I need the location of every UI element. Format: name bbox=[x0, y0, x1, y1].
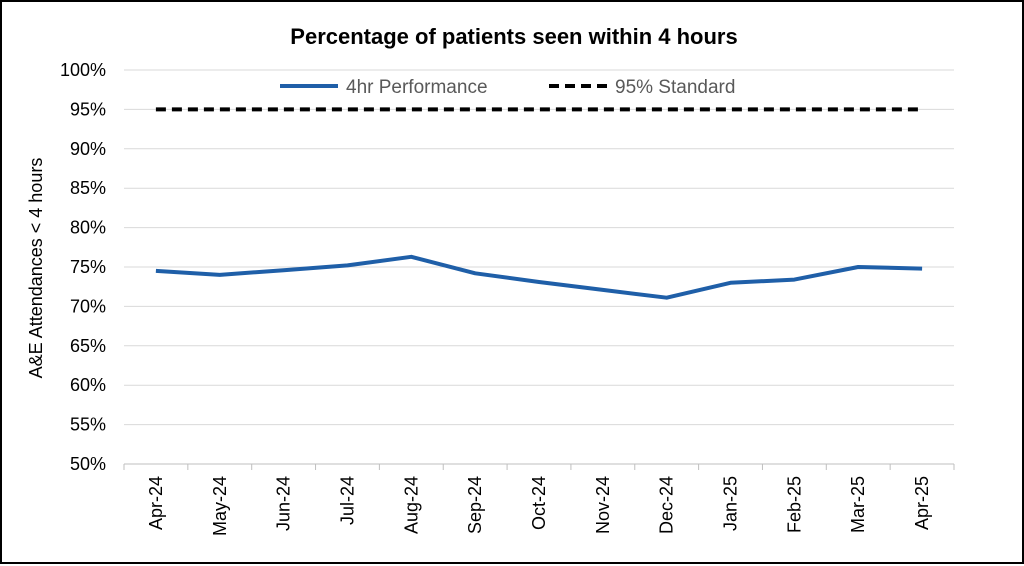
x-tick-label: Jan-25 bbox=[721, 476, 741, 531]
x-tick-label: Apr-24 bbox=[146, 476, 166, 530]
y-tick-label: 75% bbox=[70, 257, 106, 277]
x-tick-label: Feb-25 bbox=[784, 476, 804, 533]
x-tick-label: Mar-25 bbox=[848, 476, 868, 533]
x-tick-label: Jun-24 bbox=[274, 476, 294, 531]
legend-label: 95% Standard bbox=[615, 77, 735, 98]
y-axis-ticks: 50% 55% 60% 65% 70% 75% 80% 85% 90% 95% 100% bbox=[60, 60, 106, 474]
y-tick-label: 65% bbox=[70, 336, 106, 356]
y-tick-label: 95% bbox=[70, 99, 106, 119]
chart-title: Percentage of patients seen within 4 hou… bbox=[290, 24, 737, 49]
x-axis-ticks: Apr-24 May-24 Jun-24 Jul-24 Aug-24 Sep-24 Oct-… bbox=[146, 476, 932, 536]
series-lines bbox=[155, 107, 923, 300]
series-line-4hr-performance bbox=[155, 254, 923, 300]
y-tick-label: 60% bbox=[70, 375, 106, 395]
legend: 4hr Performance 95% Standard bbox=[280, 77, 735, 98]
gridlines bbox=[124, 69, 954, 426]
x-tick-label: Dec-24 bbox=[657, 476, 677, 534]
y-tick-label: 90% bbox=[70, 139, 106, 159]
legend-label: 4hr Performance bbox=[346, 77, 488, 98]
x-axis bbox=[123, 463, 955, 470]
x-tick-label: Sep-24 bbox=[465, 476, 485, 534]
y-tick-label: 85% bbox=[70, 178, 106, 198]
y-tick-label: 50% bbox=[70, 454, 106, 474]
y-tick-label: 80% bbox=[70, 218, 106, 238]
x-tick-label: Aug-24 bbox=[401, 476, 421, 534]
x-tick-label: Apr-25 bbox=[912, 476, 932, 530]
x-tick-label: Jul-24 bbox=[337, 476, 357, 525]
y-tick-label: 55% bbox=[70, 415, 106, 435]
x-tick-label: May-24 bbox=[210, 476, 230, 536]
x-tick-label: Oct-24 bbox=[529, 476, 549, 530]
x-tick-label: Nov-24 bbox=[593, 476, 613, 534]
y-tick-label: 70% bbox=[70, 296, 106, 316]
y-tick-label: 100% bbox=[60, 60, 106, 80]
y-axis-label: A&E Attendances < 4 hours bbox=[26, 158, 46, 379]
